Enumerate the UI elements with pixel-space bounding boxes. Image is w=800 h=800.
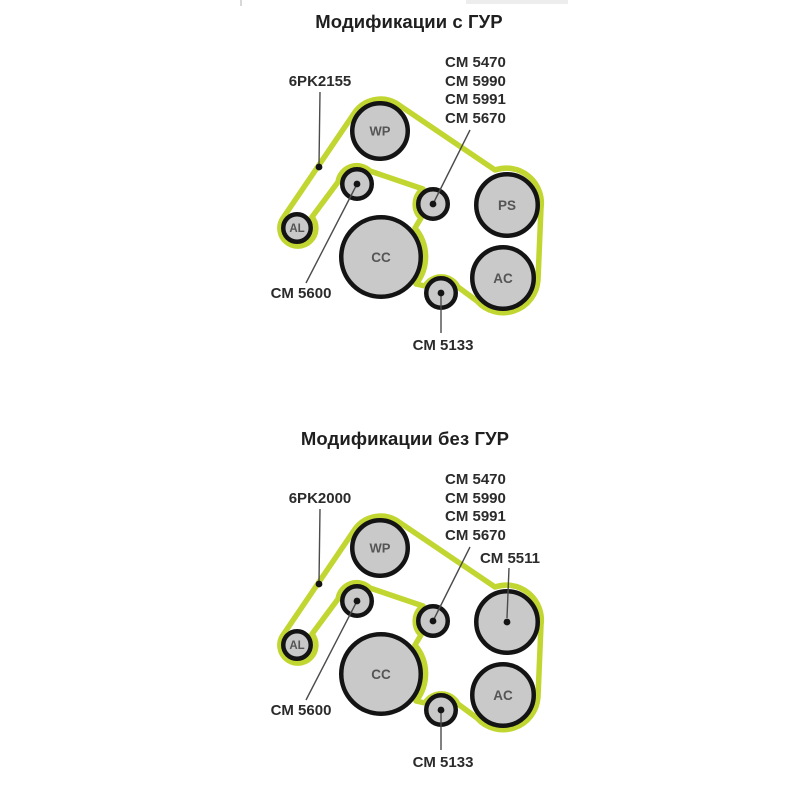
pulley-ac-compressor — [470, 245, 536, 311]
pulley-crankshaft — [339, 215, 423, 299]
belt-path — [277, 96, 545, 316]
pulley-center-dot-mid-idler — [429, 200, 437, 208]
leader-line — [506, 567, 510, 619]
part-label: CM 5470 — [445, 471, 506, 488]
part-label: CM 5511 — [480, 550, 540, 567]
part-label: CM 5991 — [445, 508, 506, 525]
part-label: CM 5990 — [445, 73, 506, 90]
pulley-center-dot-lower-idler — [437, 706, 445, 714]
pulley-label-water-pump: WP — [370, 541, 391, 556]
pulley-center-dot-lower-idler — [437, 289, 445, 297]
pulley-label-crankshaft: CC — [371, 667, 391, 682]
diagram-title-with-gur: Модификации с ГУР — [315, 11, 503, 32]
leader-line — [305, 602, 357, 701]
pulley-label-alternator: AL — [289, 640, 304, 652]
part-label: CM 5990 — [445, 490, 506, 507]
belt-code-label: 6PK2155 — [289, 73, 352, 90]
screen-artifact — [466, 0, 568, 4]
belt-code-label: 6PK2000 — [289, 490, 352, 507]
part-label: CM 5470 — [445, 54, 506, 71]
part-label: CM 5133 — [413, 754, 474, 771]
leader-line — [305, 185, 357, 284]
pulley-crankshaft — [339, 632, 423, 716]
pulley-center-dot-upper-right — [503, 618, 511, 626]
part-label: CM 5670 — [445, 527, 506, 544]
screen-artifact — [240, 0, 242, 6]
part-label: CM 5670 — [445, 110, 506, 127]
belt-marker-dot — [315, 163, 323, 171]
pulley-center-dot-tensioner — [353, 597, 361, 605]
belt-marker-dot — [315, 580, 323, 588]
pulley-water-pump — [350, 101, 410, 161]
pulley-label-crankshaft: CC — [371, 250, 391, 265]
pulley-label-ac-compressor: AC — [493, 688, 513, 703]
pulley-label-upper-right: PS — [498, 198, 516, 213]
part-label: CM 5600 — [271, 285, 332, 302]
diagram-title-without-gur: Модификации без ГУР — [300, 428, 510, 449]
pulley-alternator — [281, 629, 313, 661]
pulley-label-alternator: AL — [289, 223, 304, 235]
pulley-water-pump — [350, 518, 410, 578]
part-label: CM 5600 — [271, 702, 332, 719]
part-label: CM 5991 — [445, 91, 506, 108]
pulley-ac-compressor — [470, 662, 536, 728]
pulley-center-dot-tensioner — [353, 180, 361, 188]
pulley-upper-right — [474, 172, 540, 238]
leader-line — [318, 91, 321, 166]
part-label: CM 5133 — [413, 337, 474, 354]
pulley-center-dot-mid-idler — [429, 617, 437, 625]
leader-line — [433, 546, 471, 620]
pulley-label-water-pump: WP — [370, 124, 391, 139]
pulley-alternator — [281, 212, 313, 244]
leader-line — [433, 129, 471, 203]
leader-line — [318, 508, 321, 583]
pulley-label-ac-compressor: AC — [493, 271, 513, 286]
belt-path — [277, 513, 545, 733]
